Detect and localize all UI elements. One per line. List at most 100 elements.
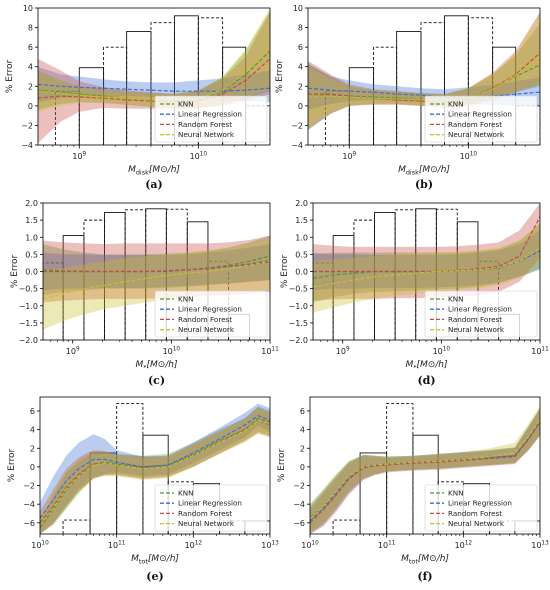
- y-tick-label: 10: [23, 4, 33, 13]
- band-knn: [43, 235, 270, 296]
- x-tick-label: 1010: [460, 151, 478, 161]
- legend-label: Random Forest: [448, 120, 502, 129]
- band-knn: [310, 409, 540, 533]
- band-linear-regression: [313, 230, 540, 291]
- band-knn: [313, 223, 540, 303]
- legend-label: KNN: [448, 100, 463, 109]
- histogram-bar: [78, 67, 105, 145]
- axes-frame: [309, 396, 541, 535]
- x-tick-label: 1010: [31, 540, 49, 550]
- band-random-forest: [40, 407, 270, 534]
- y-tick-label: 0: [28, 102, 33, 111]
- plot-area: [40, 403, 270, 534]
- x-tick-label: 1010: [433, 346, 451, 356]
- panel-caption: (f): [417, 570, 432, 583]
- x-tick-label: 109: [336, 346, 350, 356]
- y-tick-label: 0: [300, 463, 305, 472]
- band-linear-regression: [40, 403, 270, 534]
- x-tick-label: 1011: [261, 346, 279, 356]
- legend-label: KNN: [178, 295, 193, 304]
- panel-d: −2.0 −1.5 −1.0 −0.5 0.0 0.5 1.0 1.5 2.0 109 1010 10…: [280, 199, 549, 387]
- line-linear-regression: [38, 83, 270, 92]
- legend-label: KNN: [448, 295, 463, 304]
- x-tick-label: 109: [66, 346, 80, 356]
- legend-box: [154, 95, 268, 143]
- legend-box: [424, 484, 538, 532]
- panel-caption: (b): [415, 178, 433, 191]
- y-tick-label: 4: [300, 426, 305, 435]
- y-tick-label: −2: [23, 482, 35, 491]
- x-tick-label: 1011: [378, 540, 396, 550]
- y-axis-label: % Error: [7, 449, 17, 483]
- panel-caption: (c): [148, 374, 165, 387]
- y-tick-label: 0: [298, 102, 303, 111]
- y-tick-label: −0.5: [289, 285, 308, 294]
- line-neural-network: [310, 419, 540, 520]
- y-axis-label: % Error: [275, 60, 285, 94]
- legend-label: KNN: [178, 489, 193, 498]
- y-tick-label: 2.0: [295, 199, 308, 208]
- x-tick-label: 1013: [261, 540, 279, 550]
- plot-area: [313, 203, 540, 340]
- y-tick-label: 1.0: [295, 233, 308, 242]
- legend-label: Neural Network: [178, 519, 235, 528]
- line-random-forest: [38, 58, 270, 103]
- panel-e: −6 −4 −2 0 2 4 6 1010 1011 1012 1013 % Error Mtot[M⊙…: [7, 396, 279, 583]
- line-knn: [40, 417, 270, 528]
- panel-a: −4 −2 0 2 4 6 8 10 109 1010 % Error Mdisk[M⊙/h] KNNL…: [5, 4, 271, 191]
- line-neural-network: [313, 247, 540, 288]
- legend-label: Linear Regression: [448, 499, 512, 508]
- y-tick-label: 1.5: [295, 216, 308, 225]
- legend-label: Random Forest: [178, 315, 232, 324]
- panel-caption: (a): [145, 178, 163, 191]
- y-tick-label: −2.0: [289, 336, 308, 345]
- histogram-bar: [332, 519, 361, 534]
- panel-caption: (d): [417, 374, 435, 387]
- x-axis-label: Mdisk[M⊙/h]: [398, 165, 450, 177]
- y-tick-label: 2: [30, 444, 35, 453]
- legend-label: KNN: [178, 100, 193, 109]
- y-tick-label: −2.0: [19, 336, 38, 345]
- histogram-bar: [348, 67, 375, 145]
- y-tick-label: −4: [21, 141, 33, 150]
- y-tick-label: 1.0: [25, 233, 38, 242]
- x-tick-label: 1011: [531, 346, 549, 356]
- y-tick-label: 0.0: [295, 268, 308, 277]
- band-neural-network: [310, 405, 540, 533]
- line-linear-regression: [40, 414, 270, 519]
- band-neural-network: [38, 8, 270, 112]
- legend-label: Random Forest: [178, 120, 232, 129]
- panel-caption: (e): [146, 570, 163, 583]
- y-tick-label: −1.5: [19, 319, 38, 328]
- y-tick-label: 2.0: [25, 199, 38, 208]
- x-tick-label: 1013: [531, 540, 549, 550]
- legend-label: Random Forest: [178, 509, 232, 518]
- y-tick-label: 10: [293, 4, 303, 13]
- legend-box: [154, 484, 268, 532]
- axes-frame: [37, 7, 271, 146]
- histogram-bar: [443, 15, 469, 145]
- line-neural-network: [40, 419, 270, 526]
- histogram-bar: [62, 519, 91, 534]
- legend-box: [154, 290, 268, 338]
- legend-label: Linear Regression: [178, 305, 242, 314]
- y-tick-label: 6: [298, 43, 303, 52]
- legend-label: Linear Regression: [178, 499, 242, 508]
- histogram-bar: [104, 212, 126, 340]
- y-tick-label: 4: [30, 426, 35, 435]
- band-neural-network: [313, 223, 540, 313]
- legend-label: Neural Network: [178, 325, 235, 334]
- x-tick-label: 1010: [190, 151, 208, 161]
- legend-label: Neural Network: [448, 325, 505, 334]
- histogram-bar: [324, 90, 350, 145]
- x-tick-label: 1010: [301, 540, 319, 550]
- y-tick-label: −1.0: [19, 302, 38, 311]
- y-tick-label: 4: [298, 63, 303, 72]
- y-tick-label: 6: [300, 407, 305, 416]
